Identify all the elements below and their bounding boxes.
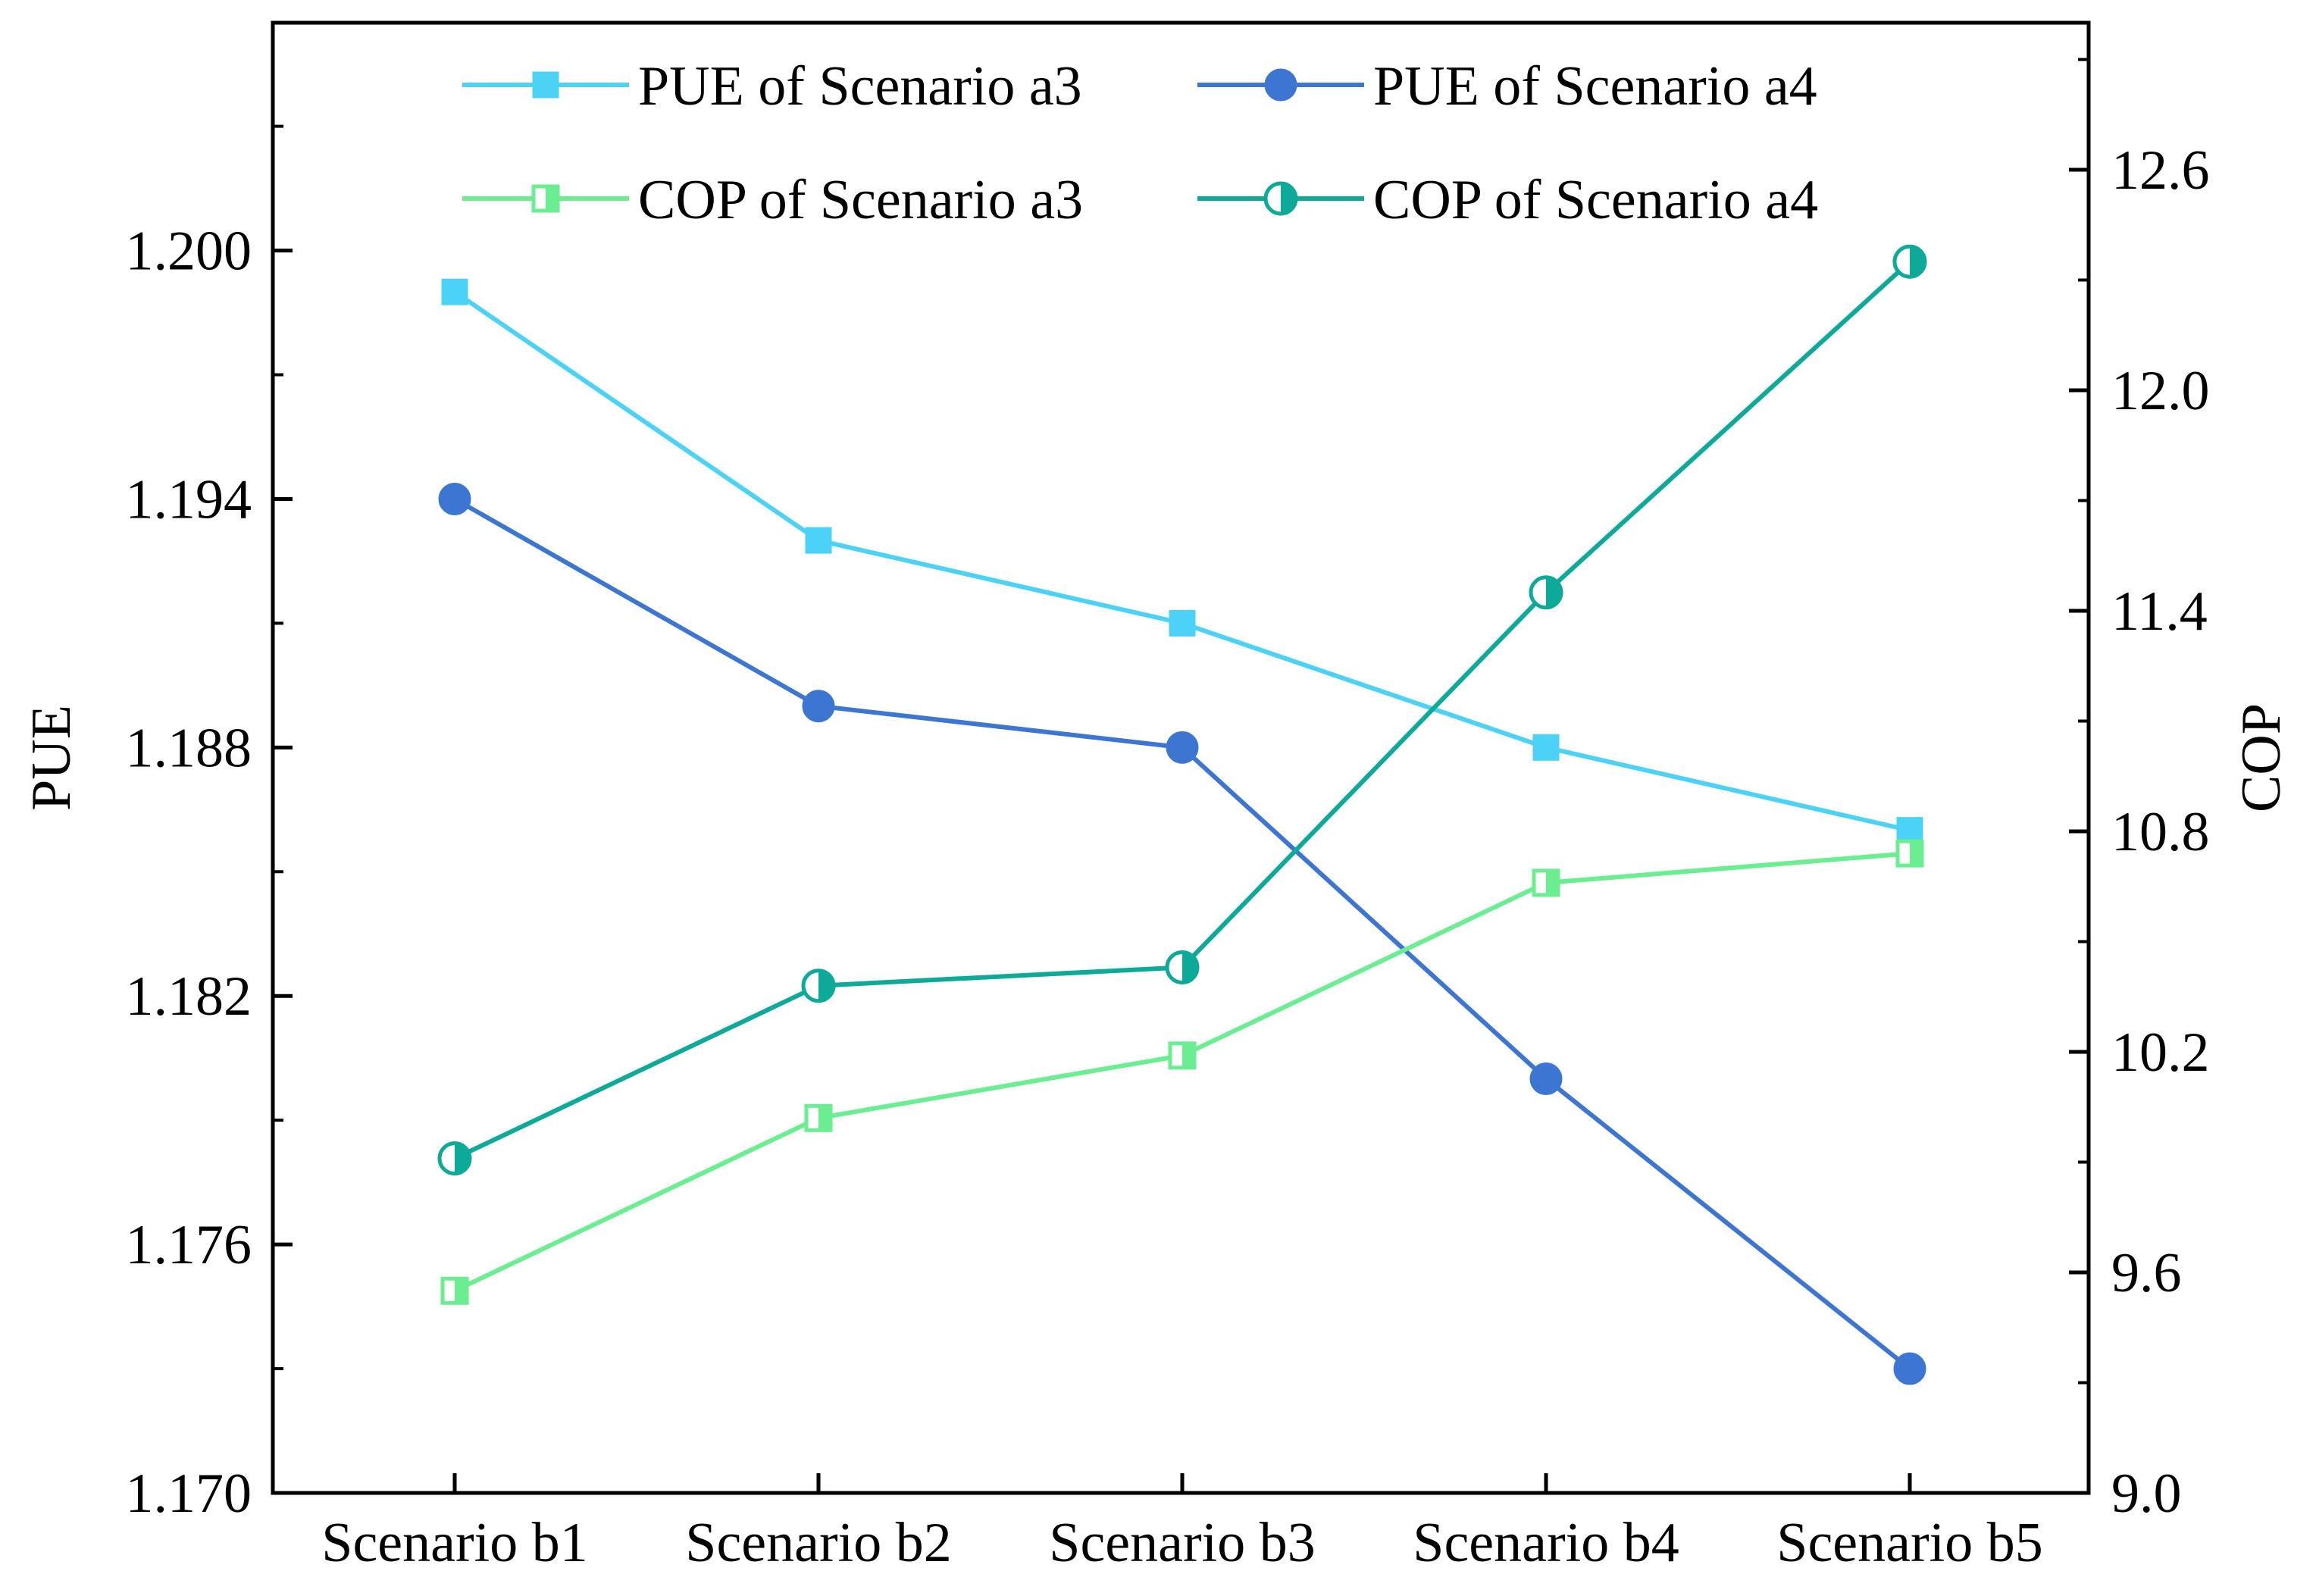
marker-square: [805, 527, 832, 554]
left-tick-label: 1.176: [126, 1214, 252, 1276]
legend-marker: [1264, 68, 1297, 102]
marker-circle-half-fill: [1546, 577, 1561, 608]
right-tick-label: 9.6: [2111, 1242, 2182, 1304]
marker-square-half-fill: [455, 1278, 467, 1303]
right-axis-title: COP: [2230, 703, 2293, 812]
x-tick-label: Scenario b2: [685, 1512, 951, 1574]
marker-square-half-fill: [1182, 1043, 1194, 1068]
data-point: [1169, 609, 1196, 637]
data-point: [801, 969, 836, 1003]
x-tick-label: Scenario b4: [1413, 1512, 1679, 1574]
marker-circle: [1166, 731, 1199, 764]
legend-label: PUE of Scenario a4: [1373, 55, 1817, 117]
legend: PUE of Scenario a3 PUE of Scenario a4 COP …: [462, 55, 1818, 231]
marker-square: [1169, 609, 1196, 637]
legend-label: PUE of Scenario a3: [638, 55, 1082, 117]
marker-circle: [438, 482, 471, 515]
data-point: [1529, 575, 1563, 610]
data-point: [1168, 1041, 1197, 1070]
legend-marker: [532, 71, 559, 99]
right-tick-label: 11.4: [2111, 581, 2208, 643]
data-point: [441, 278, 468, 305]
x-tick-label: Scenario b5: [1776, 1512, 2042, 1574]
data-point: [804, 1103, 833, 1132]
left-tick-label: 1.188: [126, 717, 252, 779]
marker-square: [441, 278, 468, 305]
data-point: [437, 1141, 472, 1176]
legend-item-2: PUE of Scenario a4: [1197, 55, 1817, 117]
x-tick-label: Scenario b3: [1049, 1512, 1315, 1574]
marker-circle-half-fill: [455, 1143, 470, 1174]
marker-circle: [1529, 1062, 1563, 1096]
data-point: [1895, 839, 1924, 868]
series-4: [437, 244, 1927, 1176]
left-tick-label: 1.182: [126, 965, 252, 1028]
left-tick-label: 1.194: [126, 468, 252, 530]
x-tick-label: Scenario b1: [321, 1512, 587, 1574]
data-point: [805, 527, 832, 554]
legend-marker: [1263, 181, 1298, 216]
series-line: [453, 260, 1912, 1161]
legend-item-4: COP of Scenario a4: [1197, 169, 1818, 231]
series-3: [440, 839, 1924, 1305]
data-point: [802, 690, 835, 723]
marker-circle-half-fill: [818, 970, 834, 1001]
data-point: [1529, 1062, 1563, 1096]
marker-circle-half-fill: [1281, 183, 1296, 214]
data-point: [440, 1276, 469, 1305]
right-tick-label: 9.0: [2111, 1463, 2182, 1525]
legend-label: COP of Scenario a3: [638, 169, 1083, 231]
data-point: [1165, 950, 1200, 984]
left-axis-title: PUE: [20, 705, 83, 811]
series-2: [438, 482, 1926, 1385]
left-tick-label: 1.200: [126, 221, 252, 283]
legend-label: COP of Scenario a4: [1373, 169, 1818, 231]
data-point: [1896, 817, 1923, 844]
series-1: [441, 278, 1923, 844]
series-group: [437, 244, 1927, 1385]
right-tick-label: 10.8: [2111, 801, 2210, 863]
data-point: [1166, 731, 1199, 764]
legend-item-3: COP of Scenario a3: [462, 169, 1083, 231]
data-point: [1532, 734, 1560, 761]
legend-item-1: PUE of Scenario a3: [462, 55, 1082, 117]
legend-marker: [531, 184, 560, 213]
marker-square-half-fill: [546, 186, 558, 211]
marker-square: [1532, 734, 1560, 761]
marker-square: [532, 71, 559, 99]
data-point: [1893, 1352, 1926, 1385]
right-tick-label: 12.0: [2111, 360, 2210, 422]
data-point: [438, 482, 471, 515]
marker-circle-half-fill: [1910, 246, 1925, 277]
marker-circle-half-fill: [1182, 952, 1197, 983]
marker-square: [1896, 817, 1923, 844]
data-point: [1892, 244, 1927, 279]
right-tick-label: 12.6: [2111, 139, 2210, 202]
left-tick-label: 1.170: [126, 1463, 252, 1525]
marker-circle: [1264, 68, 1297, 102]
marker-circle: [1893, 1352, 1926, 1385]
marker-square-half-fill: [818, 1106, 831, 1131]
axes-group: 1.170 1.176 1.182 1.188 1.194 1.200 9.0 9.6 10.2…: [20, 20, 2293, 1574]
series-line: [453, 851, 1911, 1293]
marker-square-half-fill: [1910, 841, 1922, 866]
data-point: [1532, 868, 1560, 897]
marker-circle: [802, 690, 835, 723]
marker-square-half-fill: [1546, 870, 1558, 895]
right-tick-label: 10.2: [2111, 1022, 2210, 1084]
